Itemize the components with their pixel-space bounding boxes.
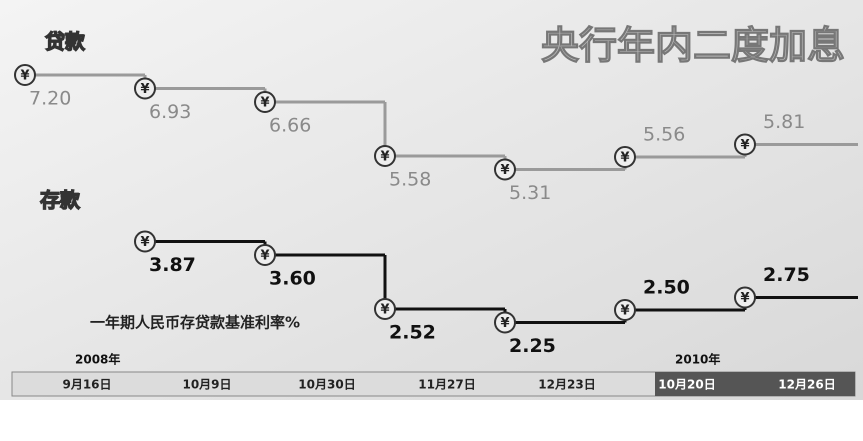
chart-title: 央行年内二度加息 <box>541 24 845 68</box>
value-label: 5.31 <box>509 182 551 204</box>
marker-symbol: ¥ <box>500 163 509 178</box>
series-label: 贷款 <box>45 30 86 54</box>
value-label: 6.93 <box>149 101 191 123</box>
marker-symbol: ¥ <box>260 249 269 264</box>
x-tick-label: 10月30日 <box>298 378 355 392</box>
marker-symbol: ¥ <box>740 291 749 306</box>
x-tick-label: 10月9日 <box>182 378 231 392</box>
marker-symbol: ¥ <box>620 151 629 166</box>
year-label: 2010年 <box>675 352 720 367</box>
x-tick-label: 12月23日 <box>538 378 595 392</box>
marker <box>374 298 396 320</box>
year-label: 2008年 <box>75 352 120 367</box>
value-label: 3.60 <box>269 268 316 290</box>
marker <box>134 230 156 253</box>
marker-symbol: ¥ <box>500 316 509 331</box>
value-label: 2.52 <box>389 322 436 344</box>
value-label: 7.20 <box>29 88 71 110</box>
marker <box>254 244 276 266</box>
marker-symbol: ¥ <box>140 82 149 97</box>
value-label: 2.50 <box>643 277 690 299</box>
x-tick-label: 12月26日 <box>778 378 835 392</box>
marker <box>494 311 516 334</box>
marker-symbol: ¥ <box>140 235 149 250</box>
marker-symbol: ¥ <box>20 69 29 84</box>
subtitle: 一年期人民币存贷款基准利率% <box>90 314 300 332</box>
date-bar-highlight <box>655 372 855 396</box>
marker <box>494 158 516 181</box>
marker-symbol: ¥ <box>260 96 269 111</box>
value-label: 5.81 <box>763 111 805 133</box>
marker <box>254 91 276 113</box>
value-label: 2.75 <box>763 264 810 286</box>
x-tick-label: 9月16日 <box>62 378 111 392</box>
marker <box>614 299 636 321</box>
marker-symbol: ¥ <box>620 304 629 319</box>
value-label: 6.66 <box>269 115 311 137</box>
marker <box>14 64 36 86</box>
marker <box>134 77 156 100</box>
marker-symbol: ¥ <box>380 150 389 165</box>
series-label: 存款 <box>40 188 81 212</box>
value-label: 2.25 <box>509 335 556 357</box>
x-tick-label: 11月27日 <box>418 378 475 392</box>
x-tick-label: 10月20日 <box>658 378 715 392</box>
value-label: 5.58 <box>389 169 431 191</box>
marker-symbol: ¥ <box>740 138 749 153</box>
marker-symbol: ¥ <box>380 303 389 318</box>
value-label: 3.87 <box>149 254 196 276</box>
background <box>0 0 863 400</box>
value-label: 5.56 <box>643 124 685 146</box>
marker <box>614 146 636 168</box>
marker <box>374 145 396 167</box>
marker <box>734 133 756 156</box>
marker <box>734 286 756 309</box>
